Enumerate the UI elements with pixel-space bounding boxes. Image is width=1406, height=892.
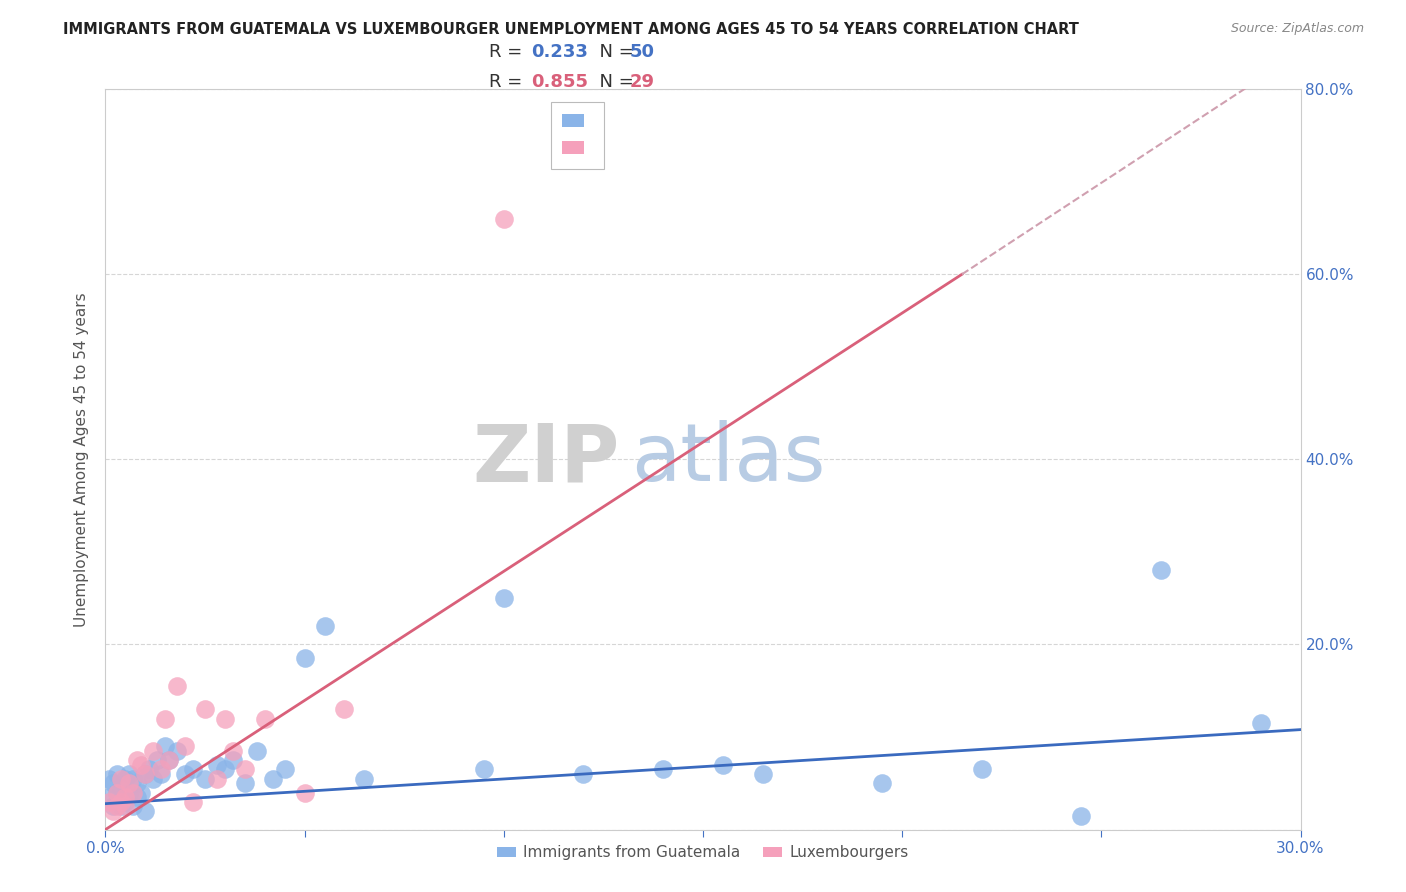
Point xyxy=(194,772,217,786)
Point xyxy=(107,786,129,800)
Text: R =: R = xyxy=(489,43,529,61)
Point xyxy=(127,776,149,790)
Point xyxy=(246,744,269,758)
Point xyxy=(294,651,316,665)
Point xyxy=(205,757,228,772)
Point xyxy=(122,772,145,786)
Point xyxy=(1250,716,1272,731)
Point xyxy=(114,790,136,805)
Point xyxy=(138,763,160,777)
Point xyxy=(103,776,125,790)
Point xyxy=(1150,564,1173,578)
Point xyxy=(103,804,125,818)
Text: atlas: atlas xyxy=(631,420,825,499)
Point xyxy=(118,786,141,800)
Point xyxy=(333,702,356,716)
Point xyxy=(150,767,173,781)
Text: ZIP: ZIP xyxy=(472,420,619,499)
Point xyxy=(273,763,295,777)
Point xyxy=(153,739,177,754)
Point xyxy=(214,763,236,777)
Point xyxy=(103,799,125,814)
Point xyxy=(153,712,177,726)
Point xyxy=(214,712,236,726)
Point xyxy=(98,790,121,805)
Point xyxy=(711,757,734,772)
Text: IMMIGRANTS FROM GUATEMALA VS LUXEMBOURGER UNEMPLOYMENT AMONG AGES 45 TO 54 YEARS: IMMIGRANTS FROM GUATEMALA VS LUXEMBOURGE… xyxy=(63,22,1080,37)
Point xyxy=(122,786,145,800)
Point xyxy=(98,795,121,809)
Point xyxy=(146,753,169,767)
Point xyxy=(253,712,276,726)
Point xyxy=(652,763,675,777)
Point xyxy=(492,211,515,226)
Point xyxy=(142,744,165,758)
Point xyxy=(166,744,188,758)
Text: 50: 50 xyxy=(630,43,655,61)
Point xyxy=(872,776,894,790)
Point xyxy=(150,763,173,777)
Point xyxy=(127,790,149,805)
Point xyxy=(194,702,217,716)
Point xyxy=(1070,808,1092,822)
Point xyxy=(118,776,141,790)
Point xyxy=(110,772,132,786)
Point xyxy=(492,591,515,606)
Point xyxy=(472,763,495,777)
Point xyxy=(222,753,245,767)
Point xyxy=(107,786,129,800)
Point xyxy=(134,804,156,818)
Point xyxy=(142,772,165,786)
Point xyxy=(174,767,197,781)
Point xyxy=(107,767,129,781)
Point xyxy=(134,767,156,781)
Point xyxy=(970,763,993,777)
Text: R =: R = xyxy=(489,73,529,91)
Y-axis label: Unemployment Among Ages 45 to 54 years: Unemployment Among Ages 45 to 54 years xyxy=(75,292,90,627)
Point xyxy=(262,772,284,786)
Point xyxy=(233,776,256,790)
Point xyxy=(353,772,375,786)
Point xyxy=(181,763,204,777)
Point xyxy=(107,799,129,814)
Point xyxy=(157,753,180,767)
Text: 29: 29 xyxy=(630,73,655,91)
Point xyxy=(294,786,316,800)
Point xyxy=(222,744,245,758)
Point xyxy=(129,786,153,800)
Point xyxy=(572,767,595,781)
Point xyxy=(118,767,141,781)
Legend: Immigrants from Guatemala, Luxembourgers: Immigrants from Guatemala, Luxembourgers xyxy=(491,839,915,866)
Point xyxy=(98,772,121,786)
Point xyxy=(205,772,228,786)
Point xyxy=(110,799,132,814)
Text: Source: ZipAtlas.com: Source: ZipAtlas.com xyxy=(1230,22,1364,36)
Point xyxy=(114,799,136,814)
Point xyxy=(181,795,204,809)
Point xyxy=(751,767,773,781)
Point xyxy=(314,619,336,633)
Point xyxy=(114,795,136,809)
Point xyxy=(129,757,153,772)
Point xyxy=(166,679,188,693)
Point xyxy=(233,763,256,777)
Point xyxy=(110,780,132,795)
Point xyxy=(110,795,132,809)
Text: 0.233: 0.233 xyxy=(531,43,588,61)
Point xyxy=(122,799,145,814)
Point xyxy=(174,739,197,754)
Text: N =: N = xyxy=(588,73,640,91)
Point xyxy=(114,772,136,786)
Text: N =: N = xyxy=(588,43,640,61)
Point xyxy=(127,753,149,767)
Text: 0.855: 0.855 xyxy=(531,73,589,91)
Point xyxy=(157,753,180,767)
Point xyxy=(134,767,156,781)
